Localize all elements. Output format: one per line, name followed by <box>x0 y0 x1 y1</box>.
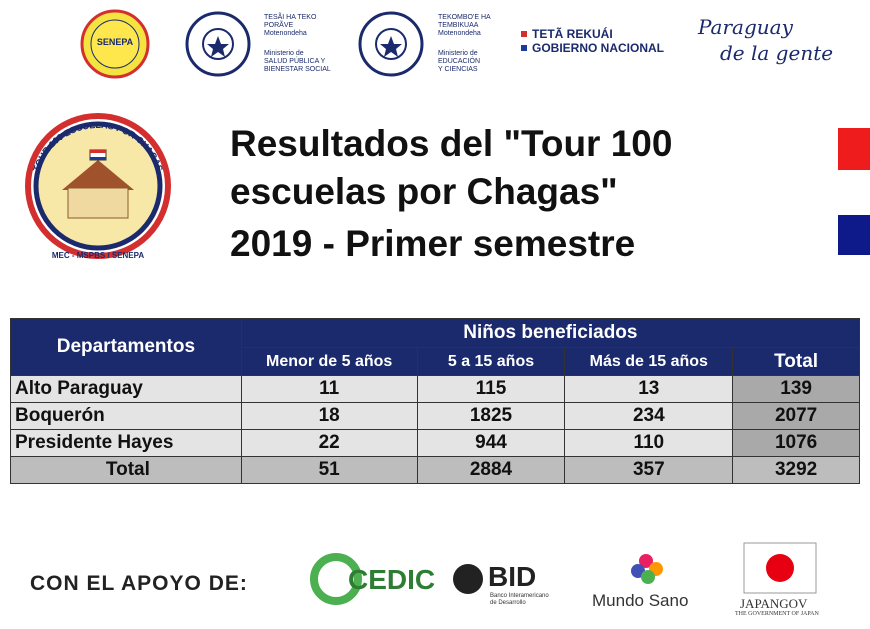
text: TESÃI HA TEKO <box>264 14 317 21</box>
column-header: Total <box>732 347 860 376</box>
cell: 51 <box>240 456 418 484</box>
cell: 11 <box>240 375 418 403</box>
cell: 2884 <box>416 456 566 484</box>
title-line: Resultados del "Tour 100 <box>230 123 673 164</box>
gobierno: TETÃ REKUÁI GOBIERNO NACIONAL <box>532 27 664 55</box>
japan-label: JAPANGOV <box>740 596 808 611</box>
bid-label: BID <box>488 561 537 592</box>
msp-top: TESÃI HA TEKO PORÃVE Motenondeha <box>264 14 316 38</box>
star <box>380 36 402 57</box>
bullet-blue <box>521 45 527 51</box>
seal-mec-inner <box>375 28 407 60</box>
row-label: Boquerón <box>10 402 242 430</box>
cell: 110 <box>564 429 734 457</box>
text: TEMBIKUAA <box>438 22 479 29</box>
cedic-mark <box>310 553 362 605</box>
cell: 139 <box>732 375 860 403</box>
column-header: Más de 15 años <box>564 347 734 376</box>
text: Motenondeha <box>264 30 307 37</box>
column-header: 5 a 15 años <box>416 347 566 376</box>
text: Y CIENCIAS <box>438 66 478 73</box>
text: de la gente <box>720 41 834 65</box>
title-line: 2019 - Primer semestre <box>230 223 636 264</box>
tour-logo-bottom: MEC - MSPBS / SENEPA <box>52 251 145 260</box>
footer-label: CON EL APOYO DE: <box>30 572 248 595</box>
group-header: Niños beneficiados <box>240 318 861 348</box>
text: BIENESTAR SOCIAL <box>264 66 331 73</box>
mundo-sano-mark <box>639 554 653 568</box>
roof <box>62 160 134 190</box>
header-row: Departamentos Niños beneficiados <box>10 318 861 376</box>
bid-mark <box>453 564 483 594</box>
table-row: Total 51 2884 357 3292 <box>10 456 860 484</box>
bid-sub: Banco Interamericano de Desarrollo <box>490 593 549 607</box>
table-head: Departamentos Niños beneficiados Menor d… <box>10 318 861 376</box>
cell: 1076 <box>732 429 860 457</box>
text: GOBIERNO NACIONAL <box>532 41 664 55</box>
text: EDUCACIÓN <box>438 58 481 65</box>
mundo-sano-label: Mundo Sano <box>592 591 689 610</box>
logo-art: TOUR 100 ESCUELAS POR CHAGAS MEC - MSPBS… <box>25 9 870 260</box>
header-row: Menor de 5 años 5 a 15 años Más de 15 años… <box>11 347 860 376</box>
mec-top: TEKOMBO'E HA TEMBIKUAA Motenondeha <box>438 14 491 38</box>
row-label: Presidente Hayes <box>10 429 242 457</box>
column-header: Menor de 5 años <box>240 347 418 376</box>
slogan: Paraguay de la gente <box>698 14 833 66</box>
cell: 944 <box>416 429 566 457</box>
flag-red <box>90 150 106 153</box>
corner-header: Departamentos <box>10 318 242 376</box>
text: Ministerio de <box>264 50 304 57</box>
cell: 357 <box>564 456 734 484</box>
table-body: Alto Paraguay 11 115 13 139 Boquerón 18 1825 234… <box>10 375 860 484</box>
cell: 22 <box>240 429 418 457</box>
cedic-label: CEDIC <box>348 564 436 595</box>
text: TEKOMBO'E HA <box>438 14 491 21</box>
text: Paraguay <box>698 15 793 39</box>
cell: 13 <box>564 375 734 403</box>
table-row: Presidente Hayes 22 944 110 1076 <box>10 429 860 457</box>
table-row: Alto Paraguay 11 115 13 139 <box>10 375 860 403</box>
text: Ministerio de <box>438 50 478 57</box>
row-label: Total <box>10 456 242 484</box>
cell: 115 <box>416 375 566 403</box>
flag-red-block <box>838 128 870 170</box>
senepa-inner <box>90 19 140 69</box>
flag-blue <box>90 157 106 160</box>
table-row: Boquerón 18 1825 234 2077 <box>10 402 860 430</box>
msp-bottom: Ministerio de SALUD PÚBLICA Y BIENESTAR SO… <box>264 50 331 74</box>
sponsor-art <box>310 542 817 605</box>
star <box>207 36 229 57</box>
results-table: Departamentos Niños beneficiados Menor d… <box>10 318 861 484</box>
row-label: Alto Paraguay <box>10 375 242 403</box>
cell: 18 <box>240 402 418 430</box>
text: SALUD PÚBLICA Y <box>264 58 326 65</box>
cell: 3292 <box>732 456 860 484</box>
seal-msp-inner <box>202 28 234 60</box>
school <box>67 187 129 219</box>
text: Banco Interamericano <box>490 593 549 599</box>
title-line: escuelas por Chagas" <box>230 171 618 212</box>
cell: 234 <box>564 402 734 430</box>
text: de Desarrollo <box>490 600 526 606</box>
cell: 2077 <box>732 402 860 430</box>
bullet-red <box>521 31 527 37</box>
mundo-sano-mark <box>641 570 655 584</box>
cell: 1825 <box>416 402 566 430</box>
text: TETÃ REKUÁI <box>532 27 613 41</box>
japan-sun <box>766 554 794 582</box>
text: PORÃVE <box>264 22 294 29</box>
senepa-label: SENEPA <box>96 37 134 47</box>
mec-bottom: Ministerio de EDUCACIÓN Y CIENCIAS <box>438 50 480 74</box>
text: Motenondeha <box>438 30 481 37</box>
flag-blue-block <box>838 215 870 255</box>
japan-sub: THE GOVERNMENT OF JAPAN <box>735 611 819 617</box>
